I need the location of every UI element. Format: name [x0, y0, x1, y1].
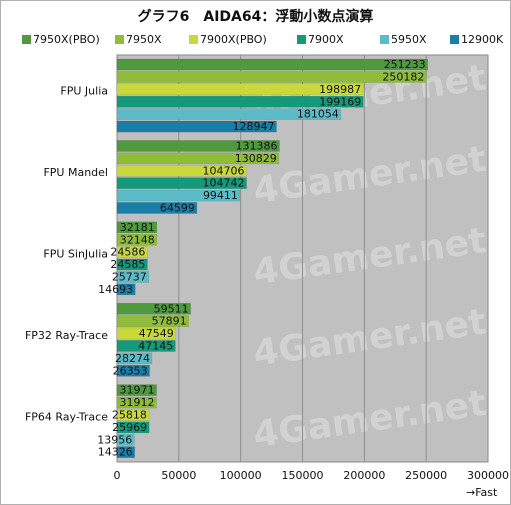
data-label: 14326	[98, 446, 133, 459]
bar	[116, 221, 158, 234]
data-label: 47549	[139, 327, 174, 340]
category-label: FPU SinJulia	[43, 248, 108, 261]
chart-title: グラフ6 AIDA64：浮動小数点演算	[137, 9, 374, 25]
data-label: 14693	[98, 283, 133, 296]
x-tick-label: 50000	[161, 469, 196, 482]
data-label: 57891	[152, 315, 187, 328]
data-label: 104706	[202, 164, 244, 177]
legend-label: 7900X	[308, 33, 344, 46]
bar	[116, 177, 247, 189]
bar	[116, 83, 364, 96]
bar	[116, 446, 135, 458]
legend-item: 7900X(PBO)	[189, 33, 267, 46]
x-tick-label: 0	[114, 469, 121, 482]
data-label: 31912	[119, 396, 154, 409]
data-label: 128947	[232, 120, 274, 133]
bar	[116, 189, 241, 202]
bar	[116, 120, 277, 133]
x-tick-label: 100000	[220, 469, 262, 482]
data-label: 26353	[113, 364, 148, 377]
legend-swatch	[115, 35, 124, 44]
bar	[116, 258, 148, 271]
bar	[116, 364, 150, 377]
data-label: 25737	[112, 271, 147, 284]
bar	[116, 433, 135, 446]
bar	[116, 409, 150, 421]
bar	[116, 327, 177, 340]
data-label: 64599	[160, 202, 195, 215]
legend-swatch	[450, 35, 459, 44]
x-tick-label: 150000	[282, 469, 324, 482]
bar	[116, 302, 191, 315]
x-tick-label: 300000	[467, 469, 509, 482]
data-label: 130829	[235, 152, 277, 165]
legend-item: 5950X	[380, 33, 427, 46]
legend-label: 7900X(PBO)	[200, 33, 267, 46]
x-tick-label: 250000	[405, 469, 447, 482]
legend-label: 7950X(PBO)	[33, 33, 100, 46]
bar	[116, 58, 428, 71]
data-label: 13956	[97, 433, 132, 446]
data-label: 25969	[112, 421, 147, 434]
x-tick-label: 200000	[343, 469, 385, 482]
bar	[116, 352, 153, 365]
bar	[116, 421, 150, 434]
bar	[116, 152, 280, 165]
data-label: 104742	[203, 177, 245, 190]
data-label: 59511	[154, 302, 189, 315]
chart-legend: 7950X(PBO) 7950X 7900X(PBO) 7900X 5950X 12900…	[22, 33, 503, 49]
bar	[116, 246, 148, 258]
legend-swatch	[380, 35, 389, 44]
data-label: 99411	[203, 189, 238, 202]
legend-swatch	[22, 35, 31, 44]
x-axis-label: →Fast	[466, 486, 498, 499]
data-label: 198987	[319, 83, 361, 96]
bar	[116, 283, 136, 296]
data-label: 199169	[319, 95, 361, 108]
bar	[116, 140, 280, 152]
bar	[116, 384, 157, 396]
data-label: 32181	[120, 221, 155, 234]
legend-item: 7900X	[297, 33, 344, 46]
category-label: FP64 Ray-Trace	[25, 410, 108, 423]
bar	[116, 271, 150, 283]
data-label: 181054	[297, 108, 339, 121]
legend-swatch	[189, 35, 198, 44]
legend-item: 7950X	[115, 33, 162, 46]
category-label: FPU Mandel	[43, 166, 108, 179]
data-label: 24586	[110, 246, 145, 259]
bar	[116, 396, 157, 409]
data-label: 31971	[120, 384, 155, 397]
data-label: 25818	[112, 409, 147, 422]
bar	[116, 95, 364, 108]
category-label: FPU Julia	[60, 85, 108, 98]
bar	[116, 340, 176, 352]
bar	[116, 202, 198, 214]
legend-label: 12900K	[461, 33, 504, 46]
bar	[116, 315, 189, 327]
legend-label: 7950X	[126, 33, 162, 46]
bar	[116, 233, 158, 246]
data-label: 32148	[120, 233, 155, 246]
data-label: 250182	[382, 71, 424, 84]
bar	[116, 71, 427, 83]
legend-label: 5950X	[391, 33, 427, 46]
data-label: 131386	[235, 140, 277, 153]
data-label: 28274	[115, 352, 150, 365]
data-label: 47145	[138, 340, 173, 353]
data-label: 251233	[384, 58, 426, 71]
legend-item: 7950X(PBO)	[22, 33, 100, 46]
legend-item: 12900K	[450, 33, 503, 46]
bar	[116, 164, 247, 177]
legend-swatch	[297, 35, 306, 44]
bar	[116, 108, 342, 120]
category-label: FP32 Ray-Trace	[25, 329, 108, 342]
data-label: 24585	[110, 258, 145, 271]
